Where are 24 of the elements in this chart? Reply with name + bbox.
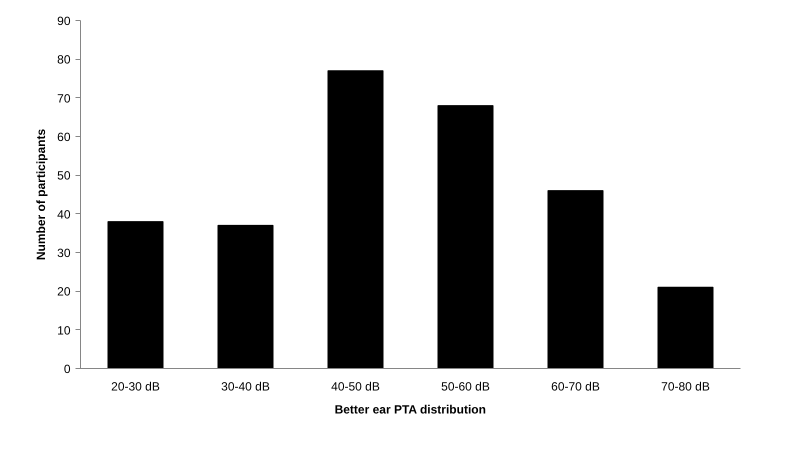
bar xyxy=(328,70,384,368)
y-tick-label: 60 xyxy=(57,130,71,144)
y-tick-label: 30 xyxy=(57,246,71,260)
x-tick-label: 50-60 dB xyxy=(441,380,490,394)
y-tick-label: 70 xyxy=(57,91,71,106)
x-tick-label: 60-70 dB xyxy=(551,380,600,394)
bar xyxy=(108,221,164,368)
bar xyxy=(658,286,714,368)
y-tick-label: 90 xyxy=(57,14,71,28)
y-tick-label: 20 xyxy=(57,284,71,299)
y-tick-label: 80 xyxy=(57,52,71,67)
y-tick-label: 0 xyxy=(64,362,71,376)
x-tick-label: 40-50 dB xyxy=(331,380,380,394)
x-axis-title: Better ear PTA distribution xyxy=(334,402,486,416)
bar xyxy=(438,105,494,368)
bar xyxy=(218,224,274,368)
x-tick-label: 20-30 dB xyxy=(111,380,160,394)
x-tick-label: 70-80 dB xyxy=(661,380,710,394)
y-tick-label: 40 xyxy=(57,207,71,222)
bar xyxy=(548,190,604,368)
y-tick-label: 50 xyxy=(57,168,71,183)
y-axis-title: Number of participants xyxy=(34,128,48,260)
x-tick-label: 30-40 dB xyxy=(221,380,270,394)
y-tick-label: 10 xyxy=(57,323,71,338)
